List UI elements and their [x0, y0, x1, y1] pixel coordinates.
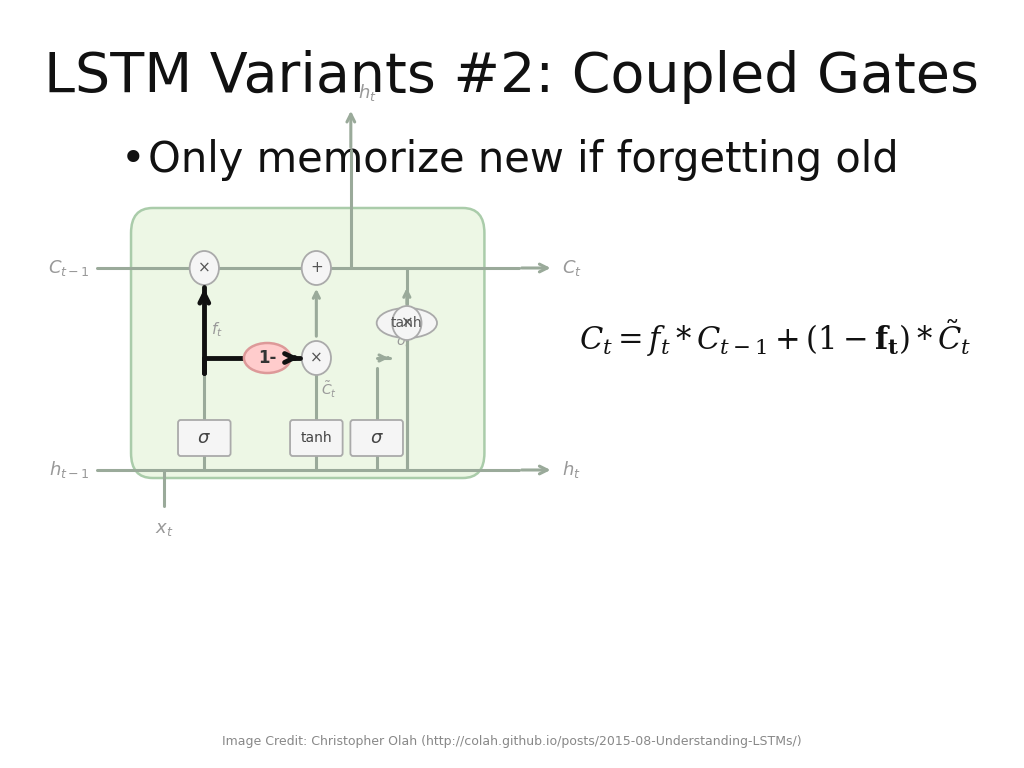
Circle shape	[189, 251, 219, 285]
Text: +: +	[310, 260, 323, 276]
Text: $\sigma$: $\sigma$	[198, 429, 211, 447]
FancyBboxPatch shape	[178, 420, 230, 456]
Ellipse shape	[244, 343, 291, 373]
Text: $\sigma$: $\sigma$	[370, 429, 384, 447]
Text: ×: ×	[310, 350, 323, 366]
Text: $C_t = f_t * C_{t-1} + (1 - \mathbf{f_t}) * \tilde{C}_t$: $C_t = f_t * C_{t-1} + (1 - \mathbf{f_t}…	[580, 317, 972, 359]
Text: ×: ×	[400, 316, 414, 330]
Text: $f_t$: $f_t$	[211, 321, 223, 339]
FancyBboxPatch shape	[290, 420, 343, 456]
Circle shape	[392, 306, 422, 340]
Text: 1-: 1-	[258, 349, 276, 367]
Text: ×: ×	[198, 260, 211, 276]
Text: Only memorize new if forgetting old: Only memorize new if forgetting old	[148, 139, 899, 181]
Text: $x_t$: $x_t$	[155, 520, 173, 538]
Text: $C_t$: $C_t$	[562, 258, 582, 278]
Text: tanh: tanh	[300, 431, 332, 445]
FancyBboxPatch shape	[131, 208, 484, 478]
Text: Image Credit: Christopher Olah (http://colah.github.io/posts/2015-08-Understandi: Image Credit: Christopher Olah (http://c…	[222, 735, 802, 748]
Text: $\tilde{C}_t$: $\tilde{C}_t$	[321, 380, 337, 400]
Text: LSTM Variants #2: Coupled Gates: LSTM Variants #2: Coupled Gates	[44, 50, 980, 104]
Text: $h_{t-1}$: $h_{t-1}$	[49, 459, 90, 481]
FancyBboxPatch shape	[350, 420, 403, 456]
Circle shape	[302, 251, 331, 285]
Text: $h_t$: $h_t$	[357, 82, 377, 103]
Circle shape	[302, 341, 331, 375]
Text: $h_t$: $h_t$	[562, 459, 581, 481]
Text: •: •	[121, 139, 145, 181]
Text: $C_{t-1}$: $C_{t-1}$	[48, 258, 90, 278]
Ellipse shape	[377, 308, 437, 338]
Text: $o_t$: $o_t$	[395, 336, 411, 350]
Text: tanh: tanh	[391, 316, 423, 330]
